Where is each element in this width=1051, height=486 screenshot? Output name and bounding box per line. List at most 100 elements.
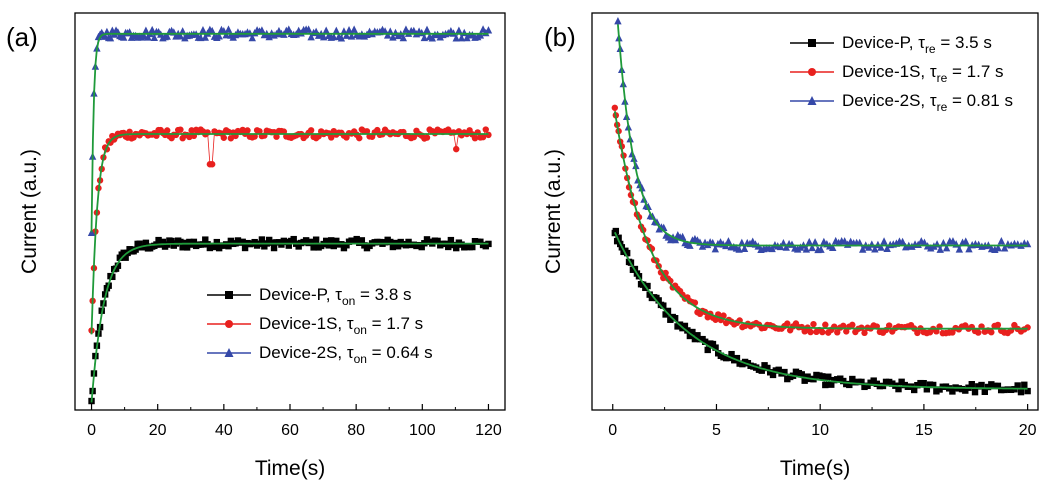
legend-tau-symbol: τ	[918, 33, 925, 52]
data-point	[256, 128, 263, 135]
data-point	[671, 235, 680, 244]
x-tick-label: 60	[281, 422, 299, 439]
data-point	[768, 244, 776, 253]
data-point	[476, 31, 485, 39]
data-point	[764, 364, 771, 372]
data-point	[402, 242, 410, 249]
data-point	[445, 243, 452, 251]
data-point	[939, 238, 948, 247]
data-point	[929, 381, 937, 389]
legend-series-name: Device-P,	[842, 33, 918, 52]
data-point	[781, 368, 788, 376]
data-point	[1001, 386, 1008, 394]
data-point	[418, 243, 425, 251]
data-point	[333, 237, 340, 245]
data-point	[199, 25, 207, 34]
data-point	[307, 33, 315, 41]
data-point	[975, 329, 982, 336]
data-point	[805, 237, 813, 246]
plot-frame	[591, 12, 1039, 411]
y-axis-title: Current (a.u.)	[18, 149, 41, 274]
data-point	[701, 338, 709, 345]
data-point	[885, 322, 893, 329]
data-point	[179, 244, 186, 251]
plot-area	[611, 17, 1032, 396]
data-point	[920, 238, 929, 246]
data-point	[155, 236, 162, 244]
legend-tau-subscript: re	[937, 71, 948, 85]
data-point	[678, 232, 687, 241]
data-point	[453, 145, 460, 153]
data-point	[807, 328, 814, 336]
legend-label: Device-1S, τon = 1.7 s	[259, 314, 423, 337]
data-point	[611, 104, 619, 111]
data-point	[1014, 382, 1021, 389]
legend-item: Device-2S, τre = 0.81 s	[790, 91, 1013, 114]
data-point	[330, 32, 338, 41]
fit-curve	[613, 231, 1028, 390]
x-tick-label: 20	[149, 422, 167, 439]
data-point	[686, 332, 694, 340]
data-point	[394, 243, 402, 250]
data-point	[711, 245, 720, 253]
data-point	[662, 311, 669, 318]
data-point	[190, 238, 198, 246]
data-point	[202, 236, 209, 243]
data-point	[877, 243, 885, 251]
series-device-2s	[87, 25, 493, 236]
data-point	[898, 378, 905, 386]
data-point	[213, 238, 221, 246]
x-tick-label: 5	[712, 422, 721, 439]
data-point	[880, 237, 888, 245]
data-point	[740, 244, 749, 253]
data-point	[997, 237, 1006, 245]
data-point	[363, 128, 371, 135]
legend-label: Device-P, τre = 3.5 s	[842, 33, 992, 56]
legend-series-name: Device-2S,	[842, 91, 930, 110]
data-point	[776, 242, 785, 251]
data-point	[694, 332, 701, 339]
chart-panel-a: 0 20 40 60 80 100 120 Time(s) Current (a.u.) (a) D…	[6, 12, 506, 480]
x-axis-title: Time(s)	[780, 457, 850, 480]
data-point	[712, 316, 719, 323]
data-point	[310, 244, 317, 251]
data-point	[350, 25, 358, 33]
data-point	[142, 26, 150, 34]
legend-tau-symbol: τ	[930, 62, 937, 81]
data-point	[1007, 386, 1015, 394]
fit-curve	[90, 133, 489, 335]
data-point	[801, 377, 808, 384]
fit-curve	[90, 242, 489, 403]
data-point	[278, 241, 285, 248]
legend-tau-value: = 0.81 s	[947, 91, 1013, 110]
data-point	[962, 387, 969, 394]
legend-label: Device-1S, τre = 1.7 s	[842, 62, 1004, 85]
data-point	[290, 235, 297, 243]
data-point	[825, 373, 832, 380]
legend-tau-symbol: τ	[335, 285, 342, 304]
data-point	[225, 242, 232, 250]
data-point	[646, 291, 653, 298]
legend-label: Device-2S, τre = 0.81 s	[842, 91, 1013, 114]
data-point	[962, 237, 970, 245]
data-point	[720, 312, 727, 319]
data-point	[927, 244, 935, 252]
data-point	[968, 381, 975, 388]
legend-tau-value: = 3.8 s	[355, 285, 411, 304]
x-tick-label: 10	[811, 422, 829, 439]
data-point	[399, 33, 408, 42]
data-point	[342, 31, 351, 39]
data-point	[994, 321, 1002, 329]
data-point	[285, 25, 293, 33]
series-device-1s	[611, 104, 1031, 337]
series-device-p	[611, 227, 1031, 396]
data-point	[374, 126, 381, 134]
data-point	[312, 236, 320, 243]
legend-tau-subscript: re	[925, 42, 936, 56]
data-point	[469, 243, 476, 251]
data-point	[106, 33, 115, 42]
data-point	[843, 328, 850, 335]
data-point	[227, 135, 235, 142]
data-point	[383, 31, 392, 39]
series-device-1s	[88, 126, 492, 335]
